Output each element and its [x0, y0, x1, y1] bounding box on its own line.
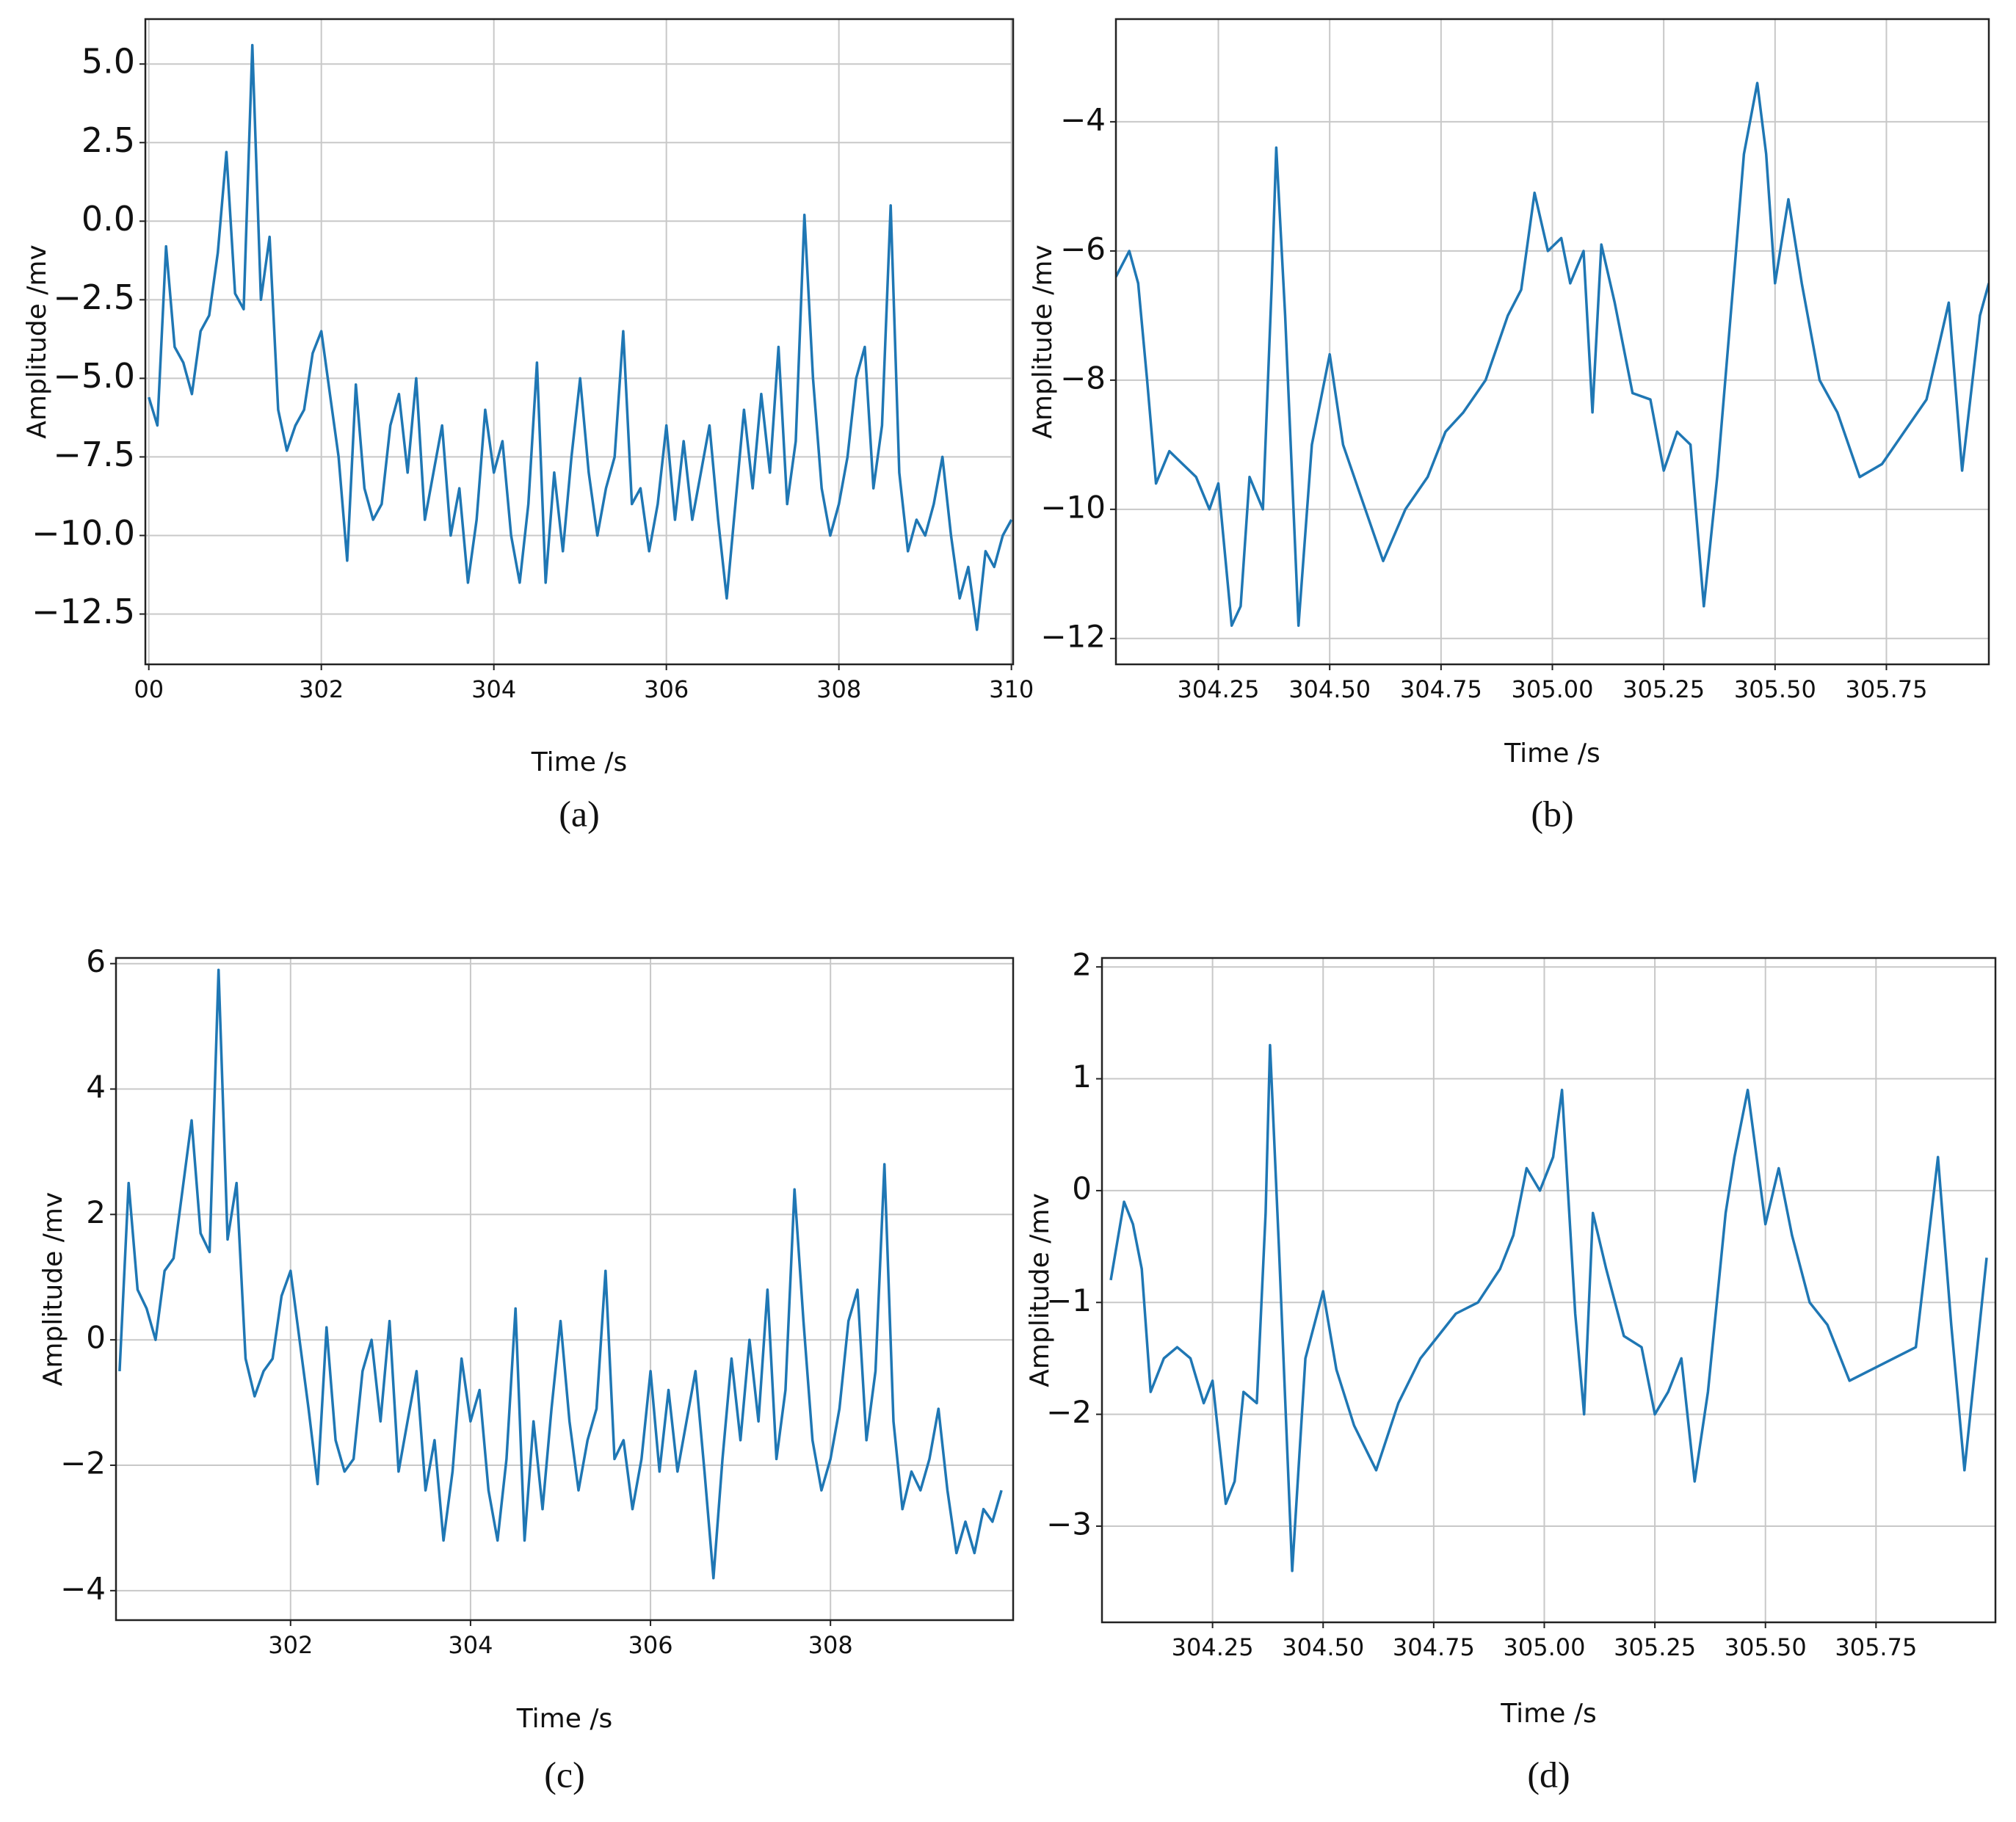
- y-axis-label: Amplitude /mv: [1028, 244, 1058, 438]
- y-tick-label: −7.5: [53, 435, 135, 474]
- x-tick-label: 304.75: [1400, 675, 1482, 703]
- y-axis-label: Amplitude /mv: [22, 244, 52, 438]
- panel: −4 −6 −8 −10 −12 304.25 304.50 304.75 305.00 305.…: [1028, 18, 1990, 834]
- x-tick-label: 305.25: [1622, 675, 1705, 703]
- y-tick-label: 6: [86, 943, 106, 979]
- signal-line: [148, 43, 1013, 631]
- y-tick-label: −4: [1060, 101, 1106, 137]
- y-tick-label: 4: [86, 1069, 106, 1105]
- plot-frame: [115, 957, 1015, 1622]
- y-tick-label: 0: [86, 1320, 106, 1356]
- x-tick-label: 308: [808, 1631, 853, 1659]
- y-tick-label: 2: [1072, 947, 1092, 983]
- x-tick-label: 305.75: [1845, 675, 1927, 703]
- y-tick-label: −10.0: [32, 513, 135, 553]
- x-tick-label: 304.25: [1178, 675, 1260, 703]
- x-axis-label: Time /s: [516, 1704, 612, 1734]
- y-tick-label: −6: [1060, 231, 1106, 266]
- y-tick-label: −4: [60, 1570, 106, 1606]
- x-tick-label: 306: [628, 1631, 673, 1659]
- signal-line: [118, 968, 1003, 1580]
- x-tick-label: 304: [471, 675, 516, 703]
- signal-line: [1116, 81, 1989, 627]
- y-tick-label: 2.5: [81, 120, 135, 160]
- y-tick-label: 5.0: [81, 42, 135, 81]
- y-tick-label: −12.5: [32, 592, 135, 631]
- plot-frame: [144, 18, 1015, 666]
- x-tick-label: 305.00: [1512, 675, 1594, 703]
- x-tick-label: 00: [134, 675, 164, 703]
- x-tick-label: 306: [644, 675, 689, 703]
- x-tick-label: 308: [816, 675, 861, 703]
- x-axis-label: Time /s: [531, 747, 627, 777]
- plot-frame: [1101, 957, 1997, 1624]
- x-tick-label: 305.50: [1725, 1633, 1807, 1661]
- x-axis-label: Time /s: [1500, 1699, 1596, 1729]
- y-tick-label: 2: [86, 1194, 106, 1230]
- y-axis-label: Amplitude /mv: [38, 1192, 68, 1386]
- plot-frame: [1114, 18, 1990, 666]
- y-tick-label: −3: [1046, 1506, 1092, 1542]
- panel: 2 1 0 −1 −2 −3 304.25 304.50 304.75 305.00 305.25 3…: [1025, 947, 1997, 1795]
- y-axis-label: Amplitude /mv: [1025, 1193, 1055, 1387]
- panel: 6 4 2 0 −2 −4 302 304 306 308 Time /s Amplitude /mv…: [38, 943, 1015, 1795]
- panel: 5.0 2.5 0.0 −2.5 −5.0 −7.5 −10.0 −12.5 00 302 304 3…: [22, 18, 1034, 834]
- y-tick-label: −2.5: [53, 277, 135, 317]
- caption: (a): [559, 793, 600, 834]
- x-tick-label: 304: [448, 1631, 493, 1659]
- caption: (d): [1527, 1754, 1570, 1795]
- x-tick-label: 304.50: [1288, 675, 1371, 703]
- y-tick-label: 0.0: [81, 199, 135, 239]
- y-tick-label: 1: [1072, 1059, 1092, 1095]
- y-tick-label: −8: [1060, 360, 1106, 396]
- x-tick-label: 304.75: [1393, 1633, 1475, 1661]
- y-tick-label: −5.0: [53, 356, 135, 396]
- y-tick-label: −2: [60, 1445, 106, 1481]
- y-tick-label: 0: [1072, 1170, 1092, 1206]
- y-tick-label: −2: [1046, 1394, 1092, 1430]
- x-tick-label: 305.50: [1734, 675, 1816, 703]
- x-tick-label: 305.75: [1835, 1633, 1917, 1661]
- y-tick-label: −10: [1040, 489, 1106, 525]
- y-tick-label: −12: [1040, 618, 1106, 654]
- caption: (b): [1531, 793, 1573, 834]
- x-tick-label: 304.25: [1172, 1633, 1254, 1661]
- x-tick-label: 302: [268, 1631, 313, 1659]
- x-axis-label: Time /s: [1504, 738, 1600, 769]
- x-tick-label: 305.00: [1503, 1633, 1585, 1661]
- x-tick-label: 304.50: [1282, 1633, 1364, 1661]
- x-tick-label: 310: [989, 675, 1034, 703]
- x-tick-label: 305.25: [1614, 1633, 1696, 1661]
- signal-line: [1109, 1044, 1988, 1572]
- x-tick-label: 302: [299, 675, 344, 703]
- y-tick-label: −1: [1046, 1282, 1092, 1318]
- caption: (c): [544, 1754, 585, 1795]
